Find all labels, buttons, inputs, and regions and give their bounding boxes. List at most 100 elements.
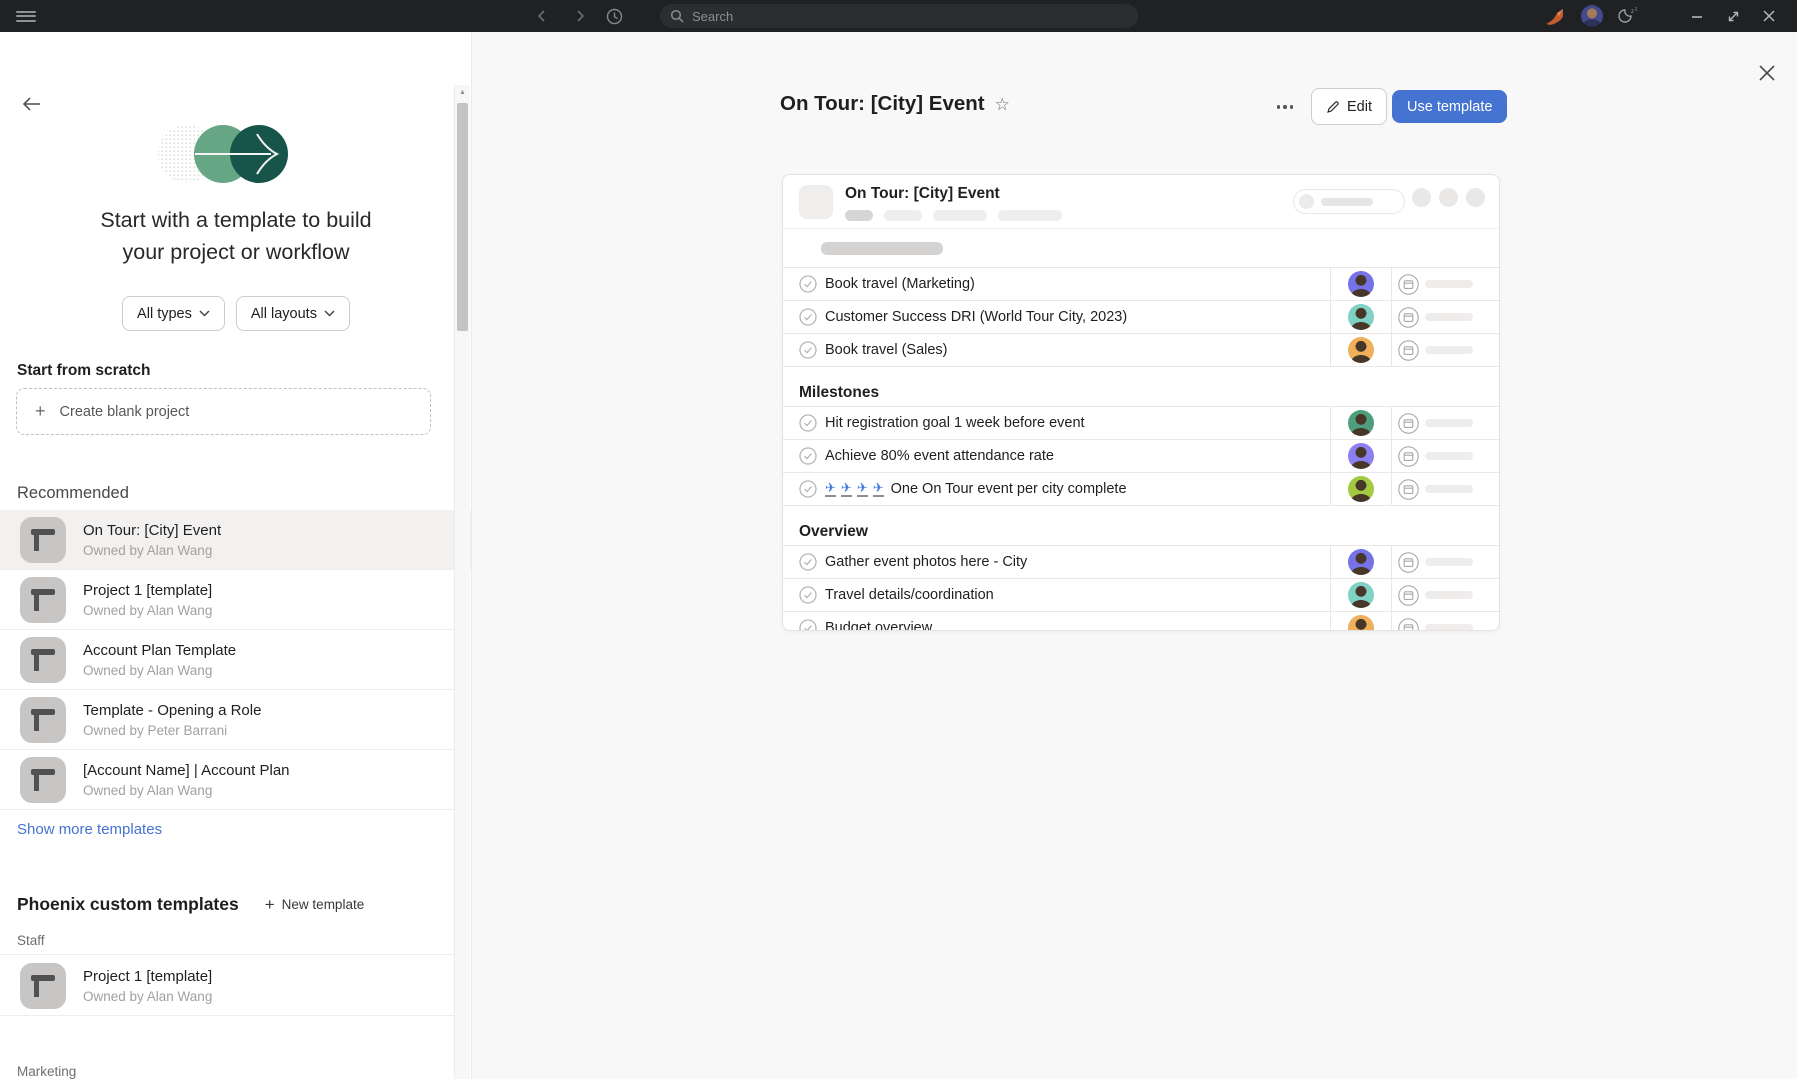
scrollbar-thumb[interactable] bbox=[457, 103, 468, 331]
check-circle-icon[interactable] bbox=[799, 275, 817, 293]
task-name: Hit registration goal 1 week before even… bbox=[825, 415, 1085, 431]
filter-all-layouts[interactable]: All layouts bbox=[235, 296, 350, 331]
user-avatar[interactable] bbox=[1581, 5, 1603, 27]
nav-forward-icon[interactable] bbox=[572, 0, 588, 32]
due-date-cell bbox=[1391, 611, 1499, 630]
check-circle-icon[interactable] bbox=[799, 586, 817, 604]
due-date-cell bbox=[1391, 300, 1499, 334]
date-skeleton bbox=[1425, 558, 1473, 566]
task-name: Gather event photos here - City bbox=[825, 554, 1028, 570]
check-circle-icon[interactable] bbox=[799, 480, 817, 498]
sidebar-scrollbar[interactable]: ▲ bbox=[454, 85, 470, 1079]
assignee-cell bbox=[1330, 439, 1391, 473]
group-label-staff: Staff bbox=[17, 933, 45, 948]
task-row[interactable]: Customer Success DRI (World Tour City, 2… bbox=[783, 300, 1499, 334]
section-heading-milestones: Milestones bbox=[799, 384, 880, 401]
search-bar[interactable] bbox=[660, 4, 1138, 28]
task-row[interactable]: Travel details/coordination bbox=[783, 578, 1499, 612]
start-from-scratch-heading: Start from scratch bbox=[17, 362, 151, 379]
airplane-departure-icons: ✈ ✈ ✈ ✈ bbox=[825, 481, 884, 497]
custom-templates-heading: Phoenix custom templates bbox=[17, 894, 239, 914]
template-item-project-1[interactable]: Project 1 [template] Owned by Alan Wang bbox=[0, 570, 471, 630]
due-date-cell bbox=[1391, 406, 1499, 440]
check-circle-icon[interactable] bbox=[799, 414, 817, 432]
pencil-icon bbox=[1327, 100, 1339, 113]
task-row[interactable]: Book travel (Marketing) bbox=[783, 267, 1499, 301]
close-icon[interactable] bbox=[1752, 58, 1782, 88]
sidebar-hero-title: Start with a template to build your proj… bbox=[100, 208, 372, 264]
template-item-opening-a-role[interactable]: Template - Opening a Role Owned by Peter… bbox=[0, 690, 471, 750]
template-item-staff-project-1[interactable]: Project 1 [template] Owned by Alan Wang bbox=[0, 956, 471, 1016]
template-owner: Owned by Alan Wang bbox=[83, 543, 213, 558]
divider bbox=[783, 228, 1499, 229]
divider bbox=[0, 954, 471, 955]
assignee-cell bbox=[1330, 578, 1391, 612]
check-circle-icon[interactable] bbox=[799, 553, 817, 571]
favorite-star-icon[interactable]: ☆ bbox=[994, 95, 1010, 114]
assignee-avatar bbox=[1348, 615, 1374, 630]
history-clock-icon[interactable] bbox=[606, 0, 623, 32]
avatar-placeholder bbox=[1466, 188, 1485, 207]
svg-text:z: z bbox=[1631, 9, 1634, 15]
search-input[interactable] bbox=[692, 8, 1072, 24]
search-icon bbox=[670, 9, 684, 23]
back-arrow-icon[interactable] bbox=[16, 88, 48, 120]
task-row[interactable]: Achieve 80% event attendance rate bbox=[783, 439, 1499, 473]
scrollbar-up-arrow[interactable]: ▲ bbox=[459, 89, 466, 96]
template-item-on-tour-city-event[interactable]: On Tour: [City] Event Owned by Alan Wang bbox=[0, 510, 471, 570]
due-date-cell bbox=[1391, 267, 1499, 301]
task-row[interactable]: ✈ ✈ ✈ ✈ One On Tour event per city complete bbox=[783, 472, 1499, 506]
template-icon bbox=[20, 962, 66, 1009]
use-template-button[interactable]: Use template bbox=[1392, 90, 1508, 123]
window-maximize-icon[interactable] bbox=[1726, 0, 1741, 32]
template-icon bbox=[20, 576, 66, 623]
group-label-marketing: Marketing bbox=[17, 1064, 77, 1079]
nav-back-icon[interactable] bbox=[534, 0, 550, 32]
member-chip-placeholder bbox=[1293, 189, 1405, 214]
assignee-avatar bbox=[1348, 476, 1374, 502]
avatar-placeholder bbox=[1439, 188, 1458, 207]
template-owner: Owned by Alan Wang bbox=[83, 783, 213, 798]
section-title-skeleton bbox=[821, 242, 943, 255]
template-item-account-plan-template[interactable]: Account Plan Template Owned by Alan Wang bbox=[0, 630, 471, 690]
more-options-icon[interactable] bbox=[1268, 90, 1302, 124]
task-row[interactable]: Budget overview bbox=[783, 611, 1499, 630]
assignee-avatar bbox=[1348, 337, 1374, 363]
task-row[interactable]: Hit registration goal 1 week before even… bbox=[783, 406, 1499, 440]
hamburger-menu-icon[interactable] bbox=[14, 0, 38, 32]
task-name: ✈ ✈ ✈ ✈ One On Tour event per city complete bbox=[825, 481, 1330, 497]
templates-logo bbox=[153, 122, 293, 186]
assignee-avatar bbox=[1348, 443, 1374, 469]
filter-types-label: All types bbox=[137, 305, 192, 322]
calendar-icon bbox=[1398, 273, 1419, 295]
filter-all-types[interactable]: All types bbox=[122, 296, 225, 331]
new-template-button[interactable]: + New template bbox=[265, 895, 364, 915]
window-close-icon[interactable] bbox=[1762, 0, 1776, 32]
template-item-account-name-account-plan[interactable]: [Account Name] | Account Plan Owned by A… bbox=[0, 750, 471, 810]
assignee-cell bbox=[1330, 267, 1391, 301]
check-circle-icon[interactable] bbox=[799, 447, 817, 465]
date-skeleton bbox=[1425, 452, 1473, 460]
filter-layouts-label: All layouts bbox=[250, 305, 317, 322]
task-table: Gather event photos here - City Travel d… bbox=[783, 545, 1499, 630]
window-minimize-icon[interactable] bbox=[1690, 0, 1704, 32]
template-owner: Owned by Alan Wang bbox=[83, 663, 213, 678]
task-row[interactable]: Gather event photos here - City bbox=[783, 545, 1499, 579]
task-row[interactable]: Book travel (Sales) bbox=[783, 333, 1499, 367]
template-title: Project 1 [template] bbox=[83, 968, 213, 985]
show-more-templates-link[interactable]: Show more templates bbox=[17, 821, 163, 838]
create-blank-project-button[interactable]: + Create blank project bbox=[16, 388, 431, 435]
page-title: On Tour: [City] Event ☆ bbox=[780, 92, 1010, 115]
topbar: z z bbox=[0, 0, 1797, 32]
calendar-icon bbox=[1398, 478, 1419, 500]
check-circle-icon[interactable] bbox=[799, 341, 817, 359]
template-title: On Tour: [City] Event bbox=[83, 522, 222, 539]
check-circle-icon[interactable] bbox=[799, 619, 817, 630]
edit-button[interactable]: Edit bbox=[1311, 88, 1387, 125]
template-preview-card: On Tour: [City] Event Book travel (Marke… bbox=[782, 174, 1500, 631]
calendar-icon bbox=[1398, 584, 1419, 606]
do-not-disturb-moon-icon[interactable]: z z bbox=[1617, 0, 1641, 32]
template-owner: Owned by Peter Barrani bbox=[83, 723, 228, 738]
check-circle-icon[interactable] bbox=[799, 308, 817, 326]
project-icon-placeholder bbox=[799, 185, 833, 219]
